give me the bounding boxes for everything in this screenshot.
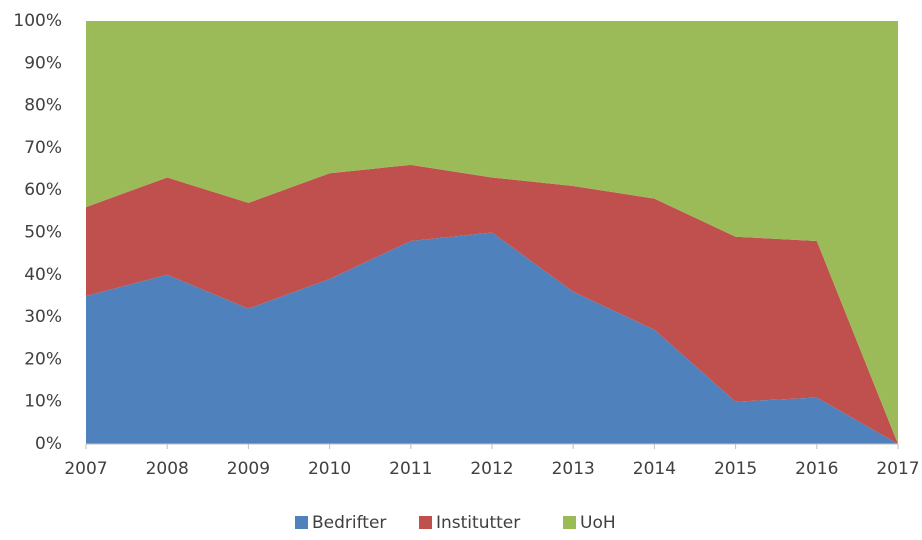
x-tick-label: 2009 [227, 459, 270, 479]
y-tick-label: 30% [24, 307, 62, 327]
y-tick-label: 50% [24, 223, 62, 243]
legend-label: UoH [580, 513, 616, 533]
x-tick-label: 2015 [714, 459, 757, 479]
area [86, 21, 898, 444]
y-tick-label: 40% [24, 265, 62, 285]
y-tick-label: 60% [24, 180, 62, 200]
legend-swatch [295, 516, 308, 529]
legend-swatch [563, 516, 576, 529]
y-tick-label: 0% [35, 434, 62, 454]
area [86, 232, 898, 444]
x-tick-label: 2011 [389, 459, 432, 479]
y-tick-label: 80% [24, 96, 62, 116]
y-tick-label: 100% [13, 11, 62, 31]
x-tick-label: 2013 [552, 459, 595, 479]
y-tick-label: 90% [24, 53, 62, 73]
legend-label: Bedrifter [312, 513, 386, 533]
x-tick-label: 2010 [308, 459, 351, 479]
legend-swatch [419, 516, 432, 529]
x-tick-label: 2016 [795, 459, 838, 479]
y-tick-label: 20% [24, 349, 62, 369]
y-tick-label: 70% [24, 138, 62, 158]
legend-label: Institutter [436, 513, 520, 533]
area [86, 164, 898, 444]
x-tick-label: 2017 [876, 459, 919, 479]
x-tick-label: 2012 [470, 459, 513, 479]
x-tick-label: 2007 [64, 459, 107, 479]
y-tick-label: 10% [24, 392, 62, 412]
x-tick-label: 2014 [633, 459, 676, 479]
x-tick-label: 2008 [146, 459, 189, 479]
